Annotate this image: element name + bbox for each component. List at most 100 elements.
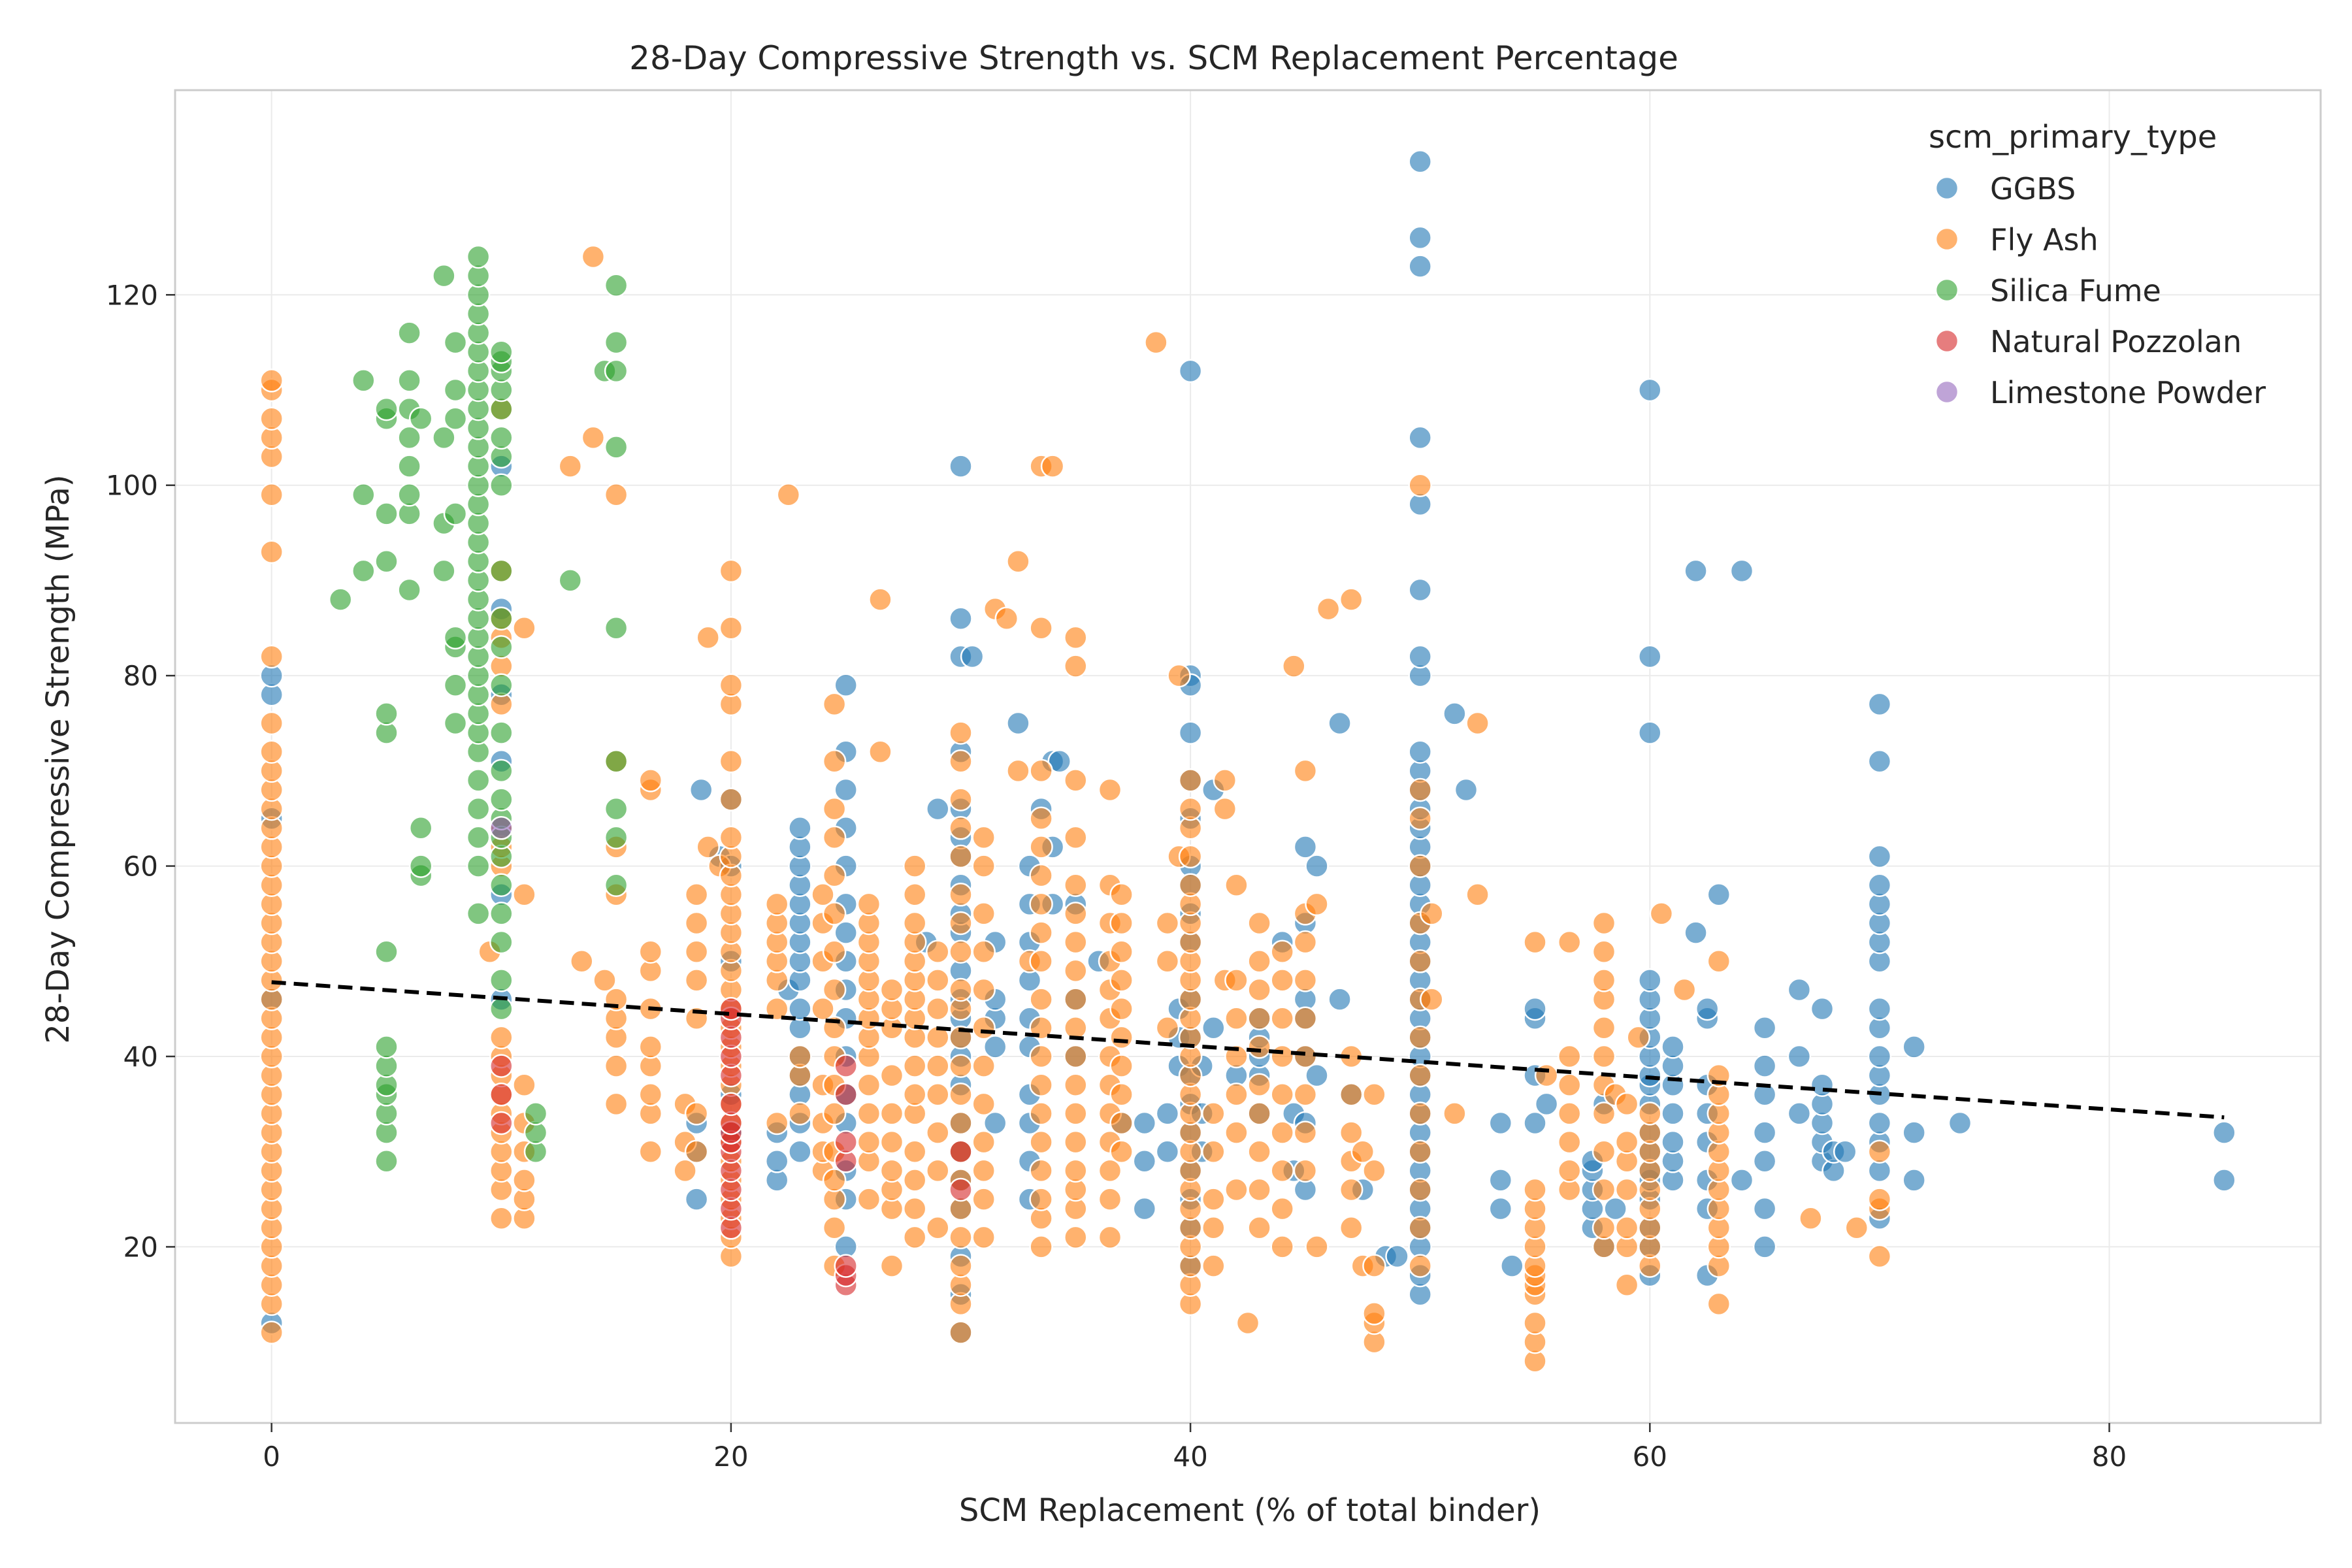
- data-point: [1408, 806, 1432, 830]
- data-point: [351, 483, 376, 507]
- data-point: [1305, 854, 1329, 878]
- data-point: [1213, 796, 1237, 821]
- data-point: [1029, 987, 1053, 1011]
- data-point: [604, 873, 629, 897]
- legend-entry-label: Natural Pozzolan: [1990, 324, 2242, 359]
- data-point: [1098, 1225, 1122, 1250]
- data-point: [259, 711, 284, 736]
- data-point: [1064, 1130, 1088, 1154]
- data-point: [512, 1168, 536, 1192]
- data-point: [489, 816, 514, 840]
- x-axis-ticks: 0 20 40 60 80: [263, 1423, 2127, 1473]
- data-point: [1247, 949, 1271, 973]
- data-point: [1752, 1054, 1777, 1078]
- data-point: [1902, 1120, 1926, 1145]
- data-point: [408, 406, 433, 431]
- data-point: [834, 1254, 858, 1278]
- data-point: [1408, 1025, 1432, 1050]
- data-point: [1443, 1102, 1467, 1126]
- data-point: [1029, 1130, 1053, 1154]
- data-point: [1064, 768, 1088, 792]
- data-point: [259, 1320, 284, 1345]
- data-point: [489, 787, 514, 811]
- data-point: [811, 996, 835, 1021]
- x-tick-label: 40: [1173, 1441, 1207, 1473]
- data-point: [1867, 873, 1892, 897]
- data-point: [604, 483, 629, 507]
- data-point: [1224, 1006, 1249, 1030]
- data-point: [1362, 1254, 1386, 1278]
- data-point: [949, 454, 973, 478]
- data-point: [1167, 663, 1191, 688]
- data-point: [489, 425, 514, 450]
- data-point: [1799, 1206, 1823, 1230]
- data-point: [1902, 1168, 1926, 1192]
- data-point: [719, 559, 743, 583]
- data-point: [1132, 1149, 1157, 1173]
- data-point: [1064, 654, 1088, 678]
- data-point: [689, 777, 713, 802]
- data-point: [374, 549, 399, 574]
- data-point: [1787, 1044, 1812, 1069]
- data-point: [1155, 949, 1180, 973]
- data-point: [604, 1054, 629, 1078]
- data-point: [926, 1120, 950, 1145]
- data-point: [512, 616, 536, 640]
- data-point: [1592, 1044, 1616, 1069]
- data-point: [1362, 1301, 1386, 1326]
- data-point: [1443, 702, 1467, 726]
- data-point: [489, 1206, 514, 1230]
- data-point: [879, 977, 904, 1002]
- data-point: [684, 1187, 709, 1211]
- y-tick-label: 60: [123, 851, 158, 883]
- data-point: [1270, 1120, 1294, 1145]
- data-point: [1948, 1111, 1972, 1135]
- data-point: [1064, 1225, 1088, 1250]
- data-point: [466, 768, 491, 792]
- data-point: [523, 1102, 548, 1126]
- data-point: [604, 749, 629, 774]
- data-point: [604, 1092, 629, 1117]
- data-point: [1523, 996, 1547, 1021]
- data-point: [1224, 1177, 1249, 1202]
- data-point: [1247, 911, 1271, 936]
- data-point: [558, 454, 583, 478]
- data-point: [822, 1216, 847, 1240]
- data-point: [1867, 1044, 1892, 1069]
- data-point: [1695, 996, 1720, 1021]
- data-point: [902, 1225, 927, 1250]
- data-point: [1557, 1044, 1582, 1069]
- data-point: [1064, 1016, 1088, 1040]
- data-point: [1672, 977, 1697, 1002]
- data-point: [1064, 1044, 1088, 1069]
- data-point: [926, 996, 950, 1021]
- data-point: [489, 873, 514, 897]
- data-point: [351, 559, 376, 583]
- data-point: [1178, 796, 1203, 821]
- data-point: [1064, 930, 1088, 955]
- data-point: [972, 1016, 996, 1040]
- data-point: [1707, 949, 1731, 973]
- data-point: [684, 939, 709, 964]
- data-point: [834, 777, 858, 802]
- data-point: [1006, 549, 1030, 574]
- data-point: [351, 368, 376, 393]
- data-point: [1339, 1177, 1364, 1202]
- data-point: [1328, 711, 1352, 736]
- data-point: [1293, 1120, 1318, 1145]
- data-point: [1603, 1196, 1627, 1221]
- data-point: [972, 977, 996, 1002]
- data-point: [443, 378, 468, 402]
- data-point: [1592, 968, 1616, 992]
- data-point: [1224, 1083, 1249, 1107]
- data-point: [1408, 1139, 1432, 1164]
- legend-entry-label: Fly Ash: [1990, 222, 2099, 257]
- data-point: [638, 1139, 663, 1164]
- data-point: [1488, 1168, 1513, 1192]
- data-point: [259, 368, 284, 393]
- data-point: [397, 578, 421, 602]
- data-point: [604, 273, 629, 297]
- data-point: [1752, 1016, 1777, 1040]
- data-point: [1614, 1130, 1639, 1154]
- data-point: [1592, 1139, 1616, 1164]
